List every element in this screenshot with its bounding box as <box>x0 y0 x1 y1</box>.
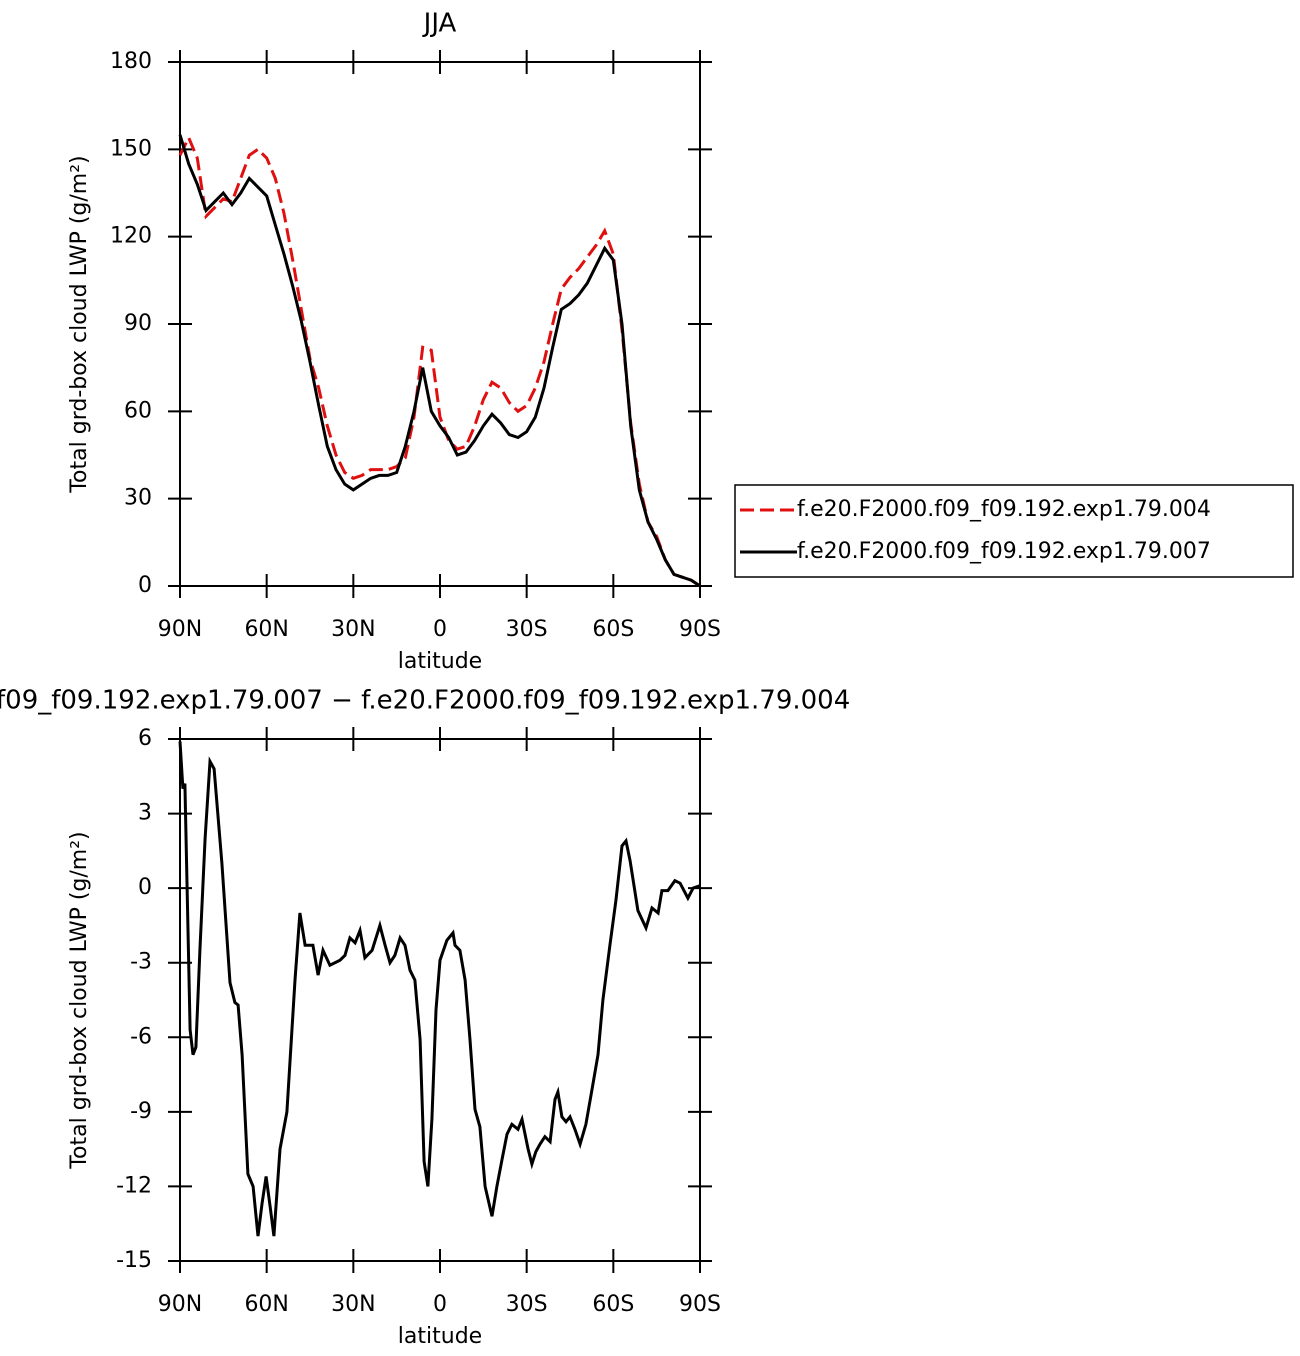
x-axis-label: latitude <box>398 649 482 674</box>
plot-frame <box>179 738 701 1262</box>
legend-label: f.e20.F2000.f09_f09.192.exp1.79.004 <box>797 497 1211 522</box>
x-tick-label: 90N <box>158 1292 202 1317</box>
y-tick-label: 6 <box>138 726 152 751</box>
y-axis-label: Total grd-box cloud LWP (g/m²) <box>67 155 92 493</box>
x-tick-label: 30S <box>506 1292 548 1317</box>
data-line <box>178 741 701 1237</box>
data-line <box>178 134 701 588</box>
y-tick-label: 0 <box>138 573 152 598</box>
y-tick-label: -6 <box>130 1024 152 1049</box>
y-tick-label: 150 <box>110 136 152 161</box>
plot-frame <box>179 61 701 587</box>
legend-box <box>734 484 1294 578</box>
data-line <box>178 134 701 588</box>
y-tick-label: 120 <box>110 224 152 249</box>
x-tick-label: 60S <box>592 1292 634 1317</box>
y-tick-label: 90 <box>124 311 152 336</box>
x-tick-label: 0 <box>433 617 447 642</box>
y-tick-label: 180 <box>110 49 152 74</box>
y-tick-label: -3 <box>130 950 152 975</box>
x-tick-label: 30N <box>331 1292 375 1317</box>
x-axis-label: latitude <box>398 1324 482 1349</box>
x-tick-label: 30S <box>506 617 548 642</box>
x-tick-label: 0 <box>433 1292 447 1317</box>
x-tick-label: 90S <box>679 617 721 642</box>
x-tick-label: 60S <box>592 617 634 642</box>
y-tick-label: 30 <box>124 486 152 511</box>
y-tick-label: 3 <box>138 801 152 826</box>
x-tick-label: 30N <box>331 617 375 642</box>
y-tick-label: 60 <box>124 398 152 423</box>
legend-label: f.e20.F2000.f09_f09.192.exp1.79.007 <box>797 539 1211 564</box>
x-tick-label: 60N <box>244 617 288 642</box>
x-tick-label: 90S <box>679 1292 721 1317</box>
y-tick-label: -12 <box>116 1173 152 1198</box>
y-tick-label: -9 <box>130 1099 152 1124</box>
x-tick-label: 60N <box>244 1292 288 1317</box>
y-tick-label: 0 <box>138 875 152 900</box>
chart-title: f09_f09.192.exp1.79.007 − f.e20.F2000.f0… <box>0 686 850 716</box>
y-axis-label: Total grd-box cloud LWP (g/m²) <box>67 831 92 1169</box>
y-tick-label: -15 <box>116 1248 152 1273</box>
chart-title: JJA <box>422 9 457 39</box>
x-tick-label: 90N <box>158 617 202 642</box>
